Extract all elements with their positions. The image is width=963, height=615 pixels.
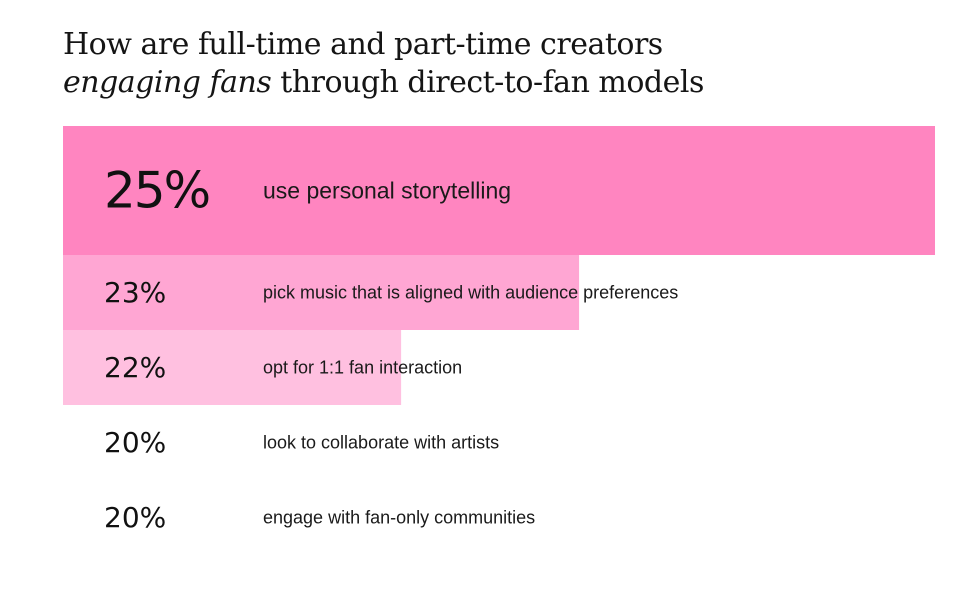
bar-2-value-label: 23% bbox=[104, 276, 166, 309]
bar-3 bbox=[63, 330, 402, 405]
bar-1 bbox=[63, 126, 935, 255]
bar-4-value-label: 20% bbox=[104, 426, 166, 459]
bar-1-value-label: 25% bbox=[104, 162, 209, 220]
title-line-2: through direct-to-fan models bbox=[271, 65, 704, 100]
bar-5-value-label: 20% bbox=[104, 501, 166, 534]
bar-4-category-label: look to collaborate with artists bbox=[263, 433, 499, 453]
bar-1-category-label: use personal storytelling bbox=[263, 178, 511, 204]
bar-5-category-label: engage with fan-only communities bbox=[263, 508, 535, 528]
chart-title: How are full-time and part-time creators… bbox=[63, 26, 943, 102]
bar-2-category-label: pick music that is aligned with audience… bbox=[263, 283, 678, 303]
bar-2 bbox=[63, 255, 580, 330]
title-emphasis: engaging fans bbox=[63, 65, 272, 100]
title-line-1: How are full-time and part-time creators bbox=[63, 27, 663, 62]
bar-3-value-label: 22% bbox=[104, 351, 166, 384]
bar-3-category-label: opt for 1:1 fan interaction bbox=[263, 358, 462, 378]
